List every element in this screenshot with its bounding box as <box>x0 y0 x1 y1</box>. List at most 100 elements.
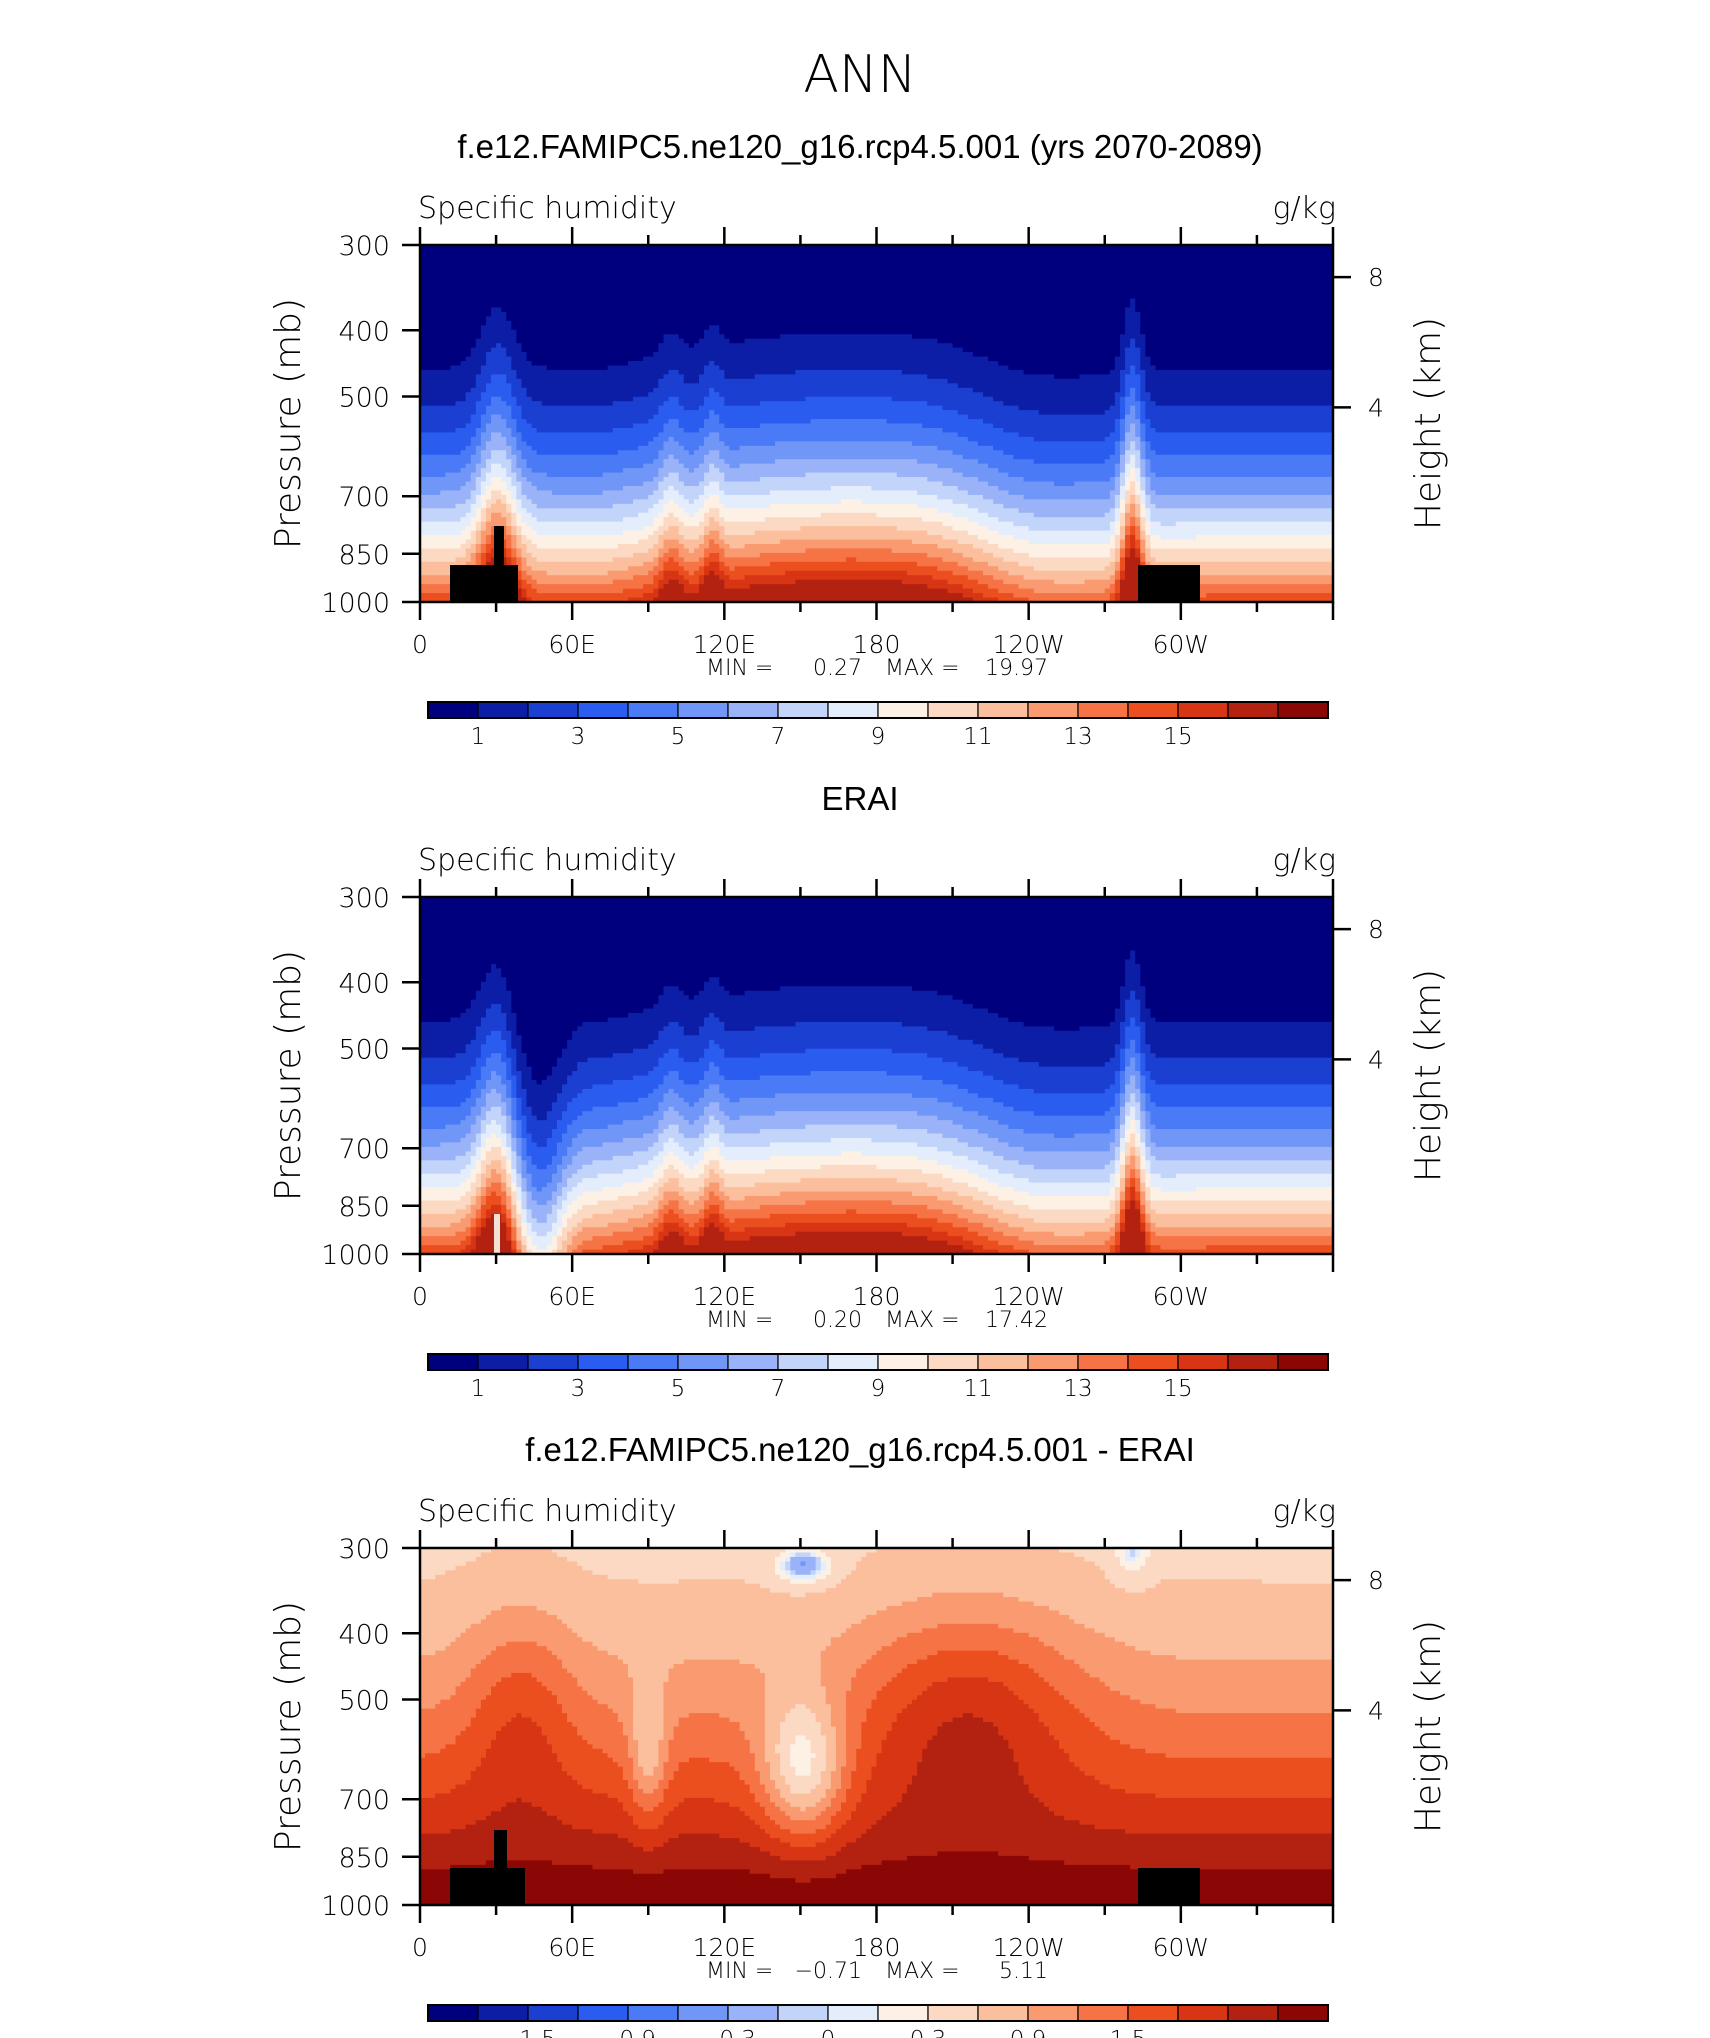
x-tick-label: 60E <box>548 630 596 659</box>
svg-text:MAX =: MAX = <box>885 1959 960 1984</box>
colorbar-swatch <box>827 1353 879 1371</box>
colorbar-swatch <box>527 2004 579 2022</box>
variable-label: Specific humidity <box>418 843 677 878</box>
x-axis: 0 60E 120E 180 120W 60W <box>412 227 1335 659</box>
x-tick-label: 60E <box>548 1282 596 1311</box>
colorbar-swatch <box>1277 2004 1329 2022</box>
colorbar-label: 1 <box>471 724 486 750</box>
svg-text:MAX =: MAX = <box>885 656 960 681</box>
y-tick-label: 1000 <box>321 588 390 619</box>
y-axis-right-label: Height (km) <box>1408 317 1449 530</box>
y-axis-right: 84 <box>1333 915 1384 1074</box>
svg-text:0.27: 0.27 <box>813 656 862 681</box>
topography-mask <box>450 1830 1200 1905</box>
contour-field <box>420 897 1334 1255</box>
x-tick-label: 180 <box>853 630 901 659</box>
svg-text:17.42: 17.42 <box>985 1308 1048 1333</box>
svg-text:−0.71: −0.71 <box>795 1959 862 1984</box>
units-label: g/kg <box>1273 843 1337 878</box>
colorbar-swatch <box>427 2004 479 2022</box>
y-tick-label: 700 <box>338 482 390 513</box>
svg-text:MIN =: MIN = <box>706 1959 773 1984</box>
colorbar: 1 3 5 7 9 11 13 15 <box>427 1353 1329 1402</box>
y-axis-label: Pressure (mb) <box>268 298 309 549</box>
colorbar-swatch <box>1177 701 1229 719</box>
colorbar-label: 7 <box>771 1376 786 1402</box>
colorbar-label: 1.5 <box>1110 2027 1147 2038</box>
colorbar-swatch <box>877 701 929 719</box>
x-axis: 0 60E 120E 180 120W 60W <box>412 879 1335 1311</box>
colorbar-label: 3 <box>571 724 586 750</box>
colorbar-swatch <box>427 1353 479 1371</box>
colorbar-label: 9 <box>871 724 886 750</box>
colorbar-swatch <box>427 701 479 719</box>
colorbar-swatch <box>677 2004 729 2022</box>
colorbar-swatch <box>827 2004 879 2022</box>
colorbar-label: 15 <box>1163 1376 1192 1402</box>
y-tick-label: 300 <box>338 1534 390 1565</box>
colorbar-label: 11 <box>963 1376 992 1402</box>
y-right-tick-label: 8 <box>1368 263 1384 292</box>
colorbar-swatch <box>927 1353 979 1371</box>
y-axis-right-label: Height (km) <box>1408 1620 1449 1833</box>
colorbar-swatch <box>1077 1353 1129 1371</box>
y-axis-left: 300 400 500 700 850 1000 <box>321 1534 420 1922</box>
colorbar-swatch <box>677 1353 729 1371</box>
y-axis-label: Pressure (mb) <box>268 1601 309 1852</box>
colorbar-swatch <box>627 1353 679 1371</box>
colorbar-label: 0.3 <box>910 2027 947 2038</box>
colorbar-swatch <box>577 2004 629 2022</box>
x-tick-label: 180 <box>853 1282 901 1311</box>
colorbar-swatch <box>1227 701 1279 719</box>
contour-field <box>420 1548 1334 1906</box>
colorbar-label: 0 <box>821 2027 836 2038</box>
colorbar-label: 5 <box>671 724 686 750</box>
colorbar-label: 1 <box>471 1376 486 1402</box>
colorbar-label: 5 <box>671 1376 686 1402</box>
colorbar-swatch <box>927 2004 979 2022</box>
x-tick-label: 60E <box>548 1933 596 1962</box>
y-tick-label: 850 <box>338 1843 390 1874</box>
panel-title: ERAI <box>821 780 898 817</box>
colorbar-swatch <box>977 1353 1029 1371</box>
variable-label: Specific humidity <box>418 191 677 226</box>
y-tick-label: 700 <box>338 1134 390 1165</box>
colorbar-swatch <box>1227 2004 1279 2022</box>
colorbar-swatch <box>1027 2004 1079 2022</box>
y-axis-left: 300 400 500 700 850 1000 <box>321 231 420 619</box>
colorbar-swatch <box>877 1353 929 1371</box>
x-tick-label: 60W <box>1153 1933 1210 1962</box>
colorbar-swatch <box>1127 1353 1179 1371</box>
colorbar-swatch <box>477 1353 529 1371</box>
colorbar-swatch <box>627 701 679 719</box>
colorbar-swatch <box>727 701 779 719</box>
panel-model: f.e12.FAMIPC5.ne120_g16.rcp4.5.001 (yrs … <box>268 128 1449 750</box>
svg-text:0.20: 0.20 <box>813 1308 862 1333</box>
colorbar-swatch <box>827 701 879 719</box>
colorbar-label: −1.5 <box>500 2027 556 2038</box>
y-tick-label: 500 <box>338 1034 390 1065</box>
y-axis-left: 300 400 500 700 850 1000 <box>321 883 420 1271</box>
colorbar-swatch <box>477 2004 529 2022</box>
colorbar-swatch <box>677 701 729 719</box>
figure-title: ANN <box>803 45 916 105</box>
svg-text:19.97: 19.97 <box>985 656 1048 681</box>
x-tick-label: 0 <box>412 1933 428 1962</box>
y-tick-label: 500 <box>338 1685 390 1716</box>
variable-label: Specific humidity <box>418 1494 677 1529</box>
colorbar-swatch <box>1027 1353 1079 1371</box>
colorbar-swatch <box>977 701 1029 719</box>
colorbar-label: 13 <box>1063 1376 1092 1402</box>
colorbar-label: −0.9 <box>600 2027 656 2038</box>
colorbar-swatch <box>1177 1353 1229 1371</box>
y-axis-right: 84 <box>1333 1566 1384 1725</box>
colorbar-swatch <box>577 1353 629 1371</box>
x-tick-label: 0 <box>412 1282 428 1311</box>
colorbar-swatch <box>1027 701 1079 719</box>
y-right-tick-label: 8 <box>1368 1566 1384 1595</box>
svg-text:MIN =: MIN = <box>706 656 773 681</box>
x-tick-label: 120W <box>992 1282 1064 1311</box>
y-tick-label: 300 <box>338 883 390 914</box>
y-tick-label: 1000 <box>321 1240 390 1271</box>
